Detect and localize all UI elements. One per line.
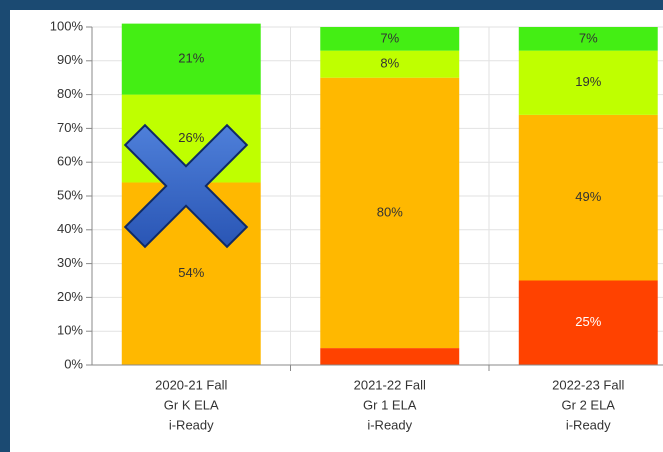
remove-icon [123, 123, 249, 249]
value-label: 7% [579, 30, 598, 45]
y-tick-label: 50% [57, 187, 83, 202]
y-tick-label: 20% [57, 289, 83, 304]
y-tick-label: 70% [57, 120, 83, 135]
value-label: 49% [575, 189, 601, 204]
x-tick-label: Gr K ELA [164, 397, 219, 412]
x-mark [123, 123, 249, 249]
plot: 0% 10% 20% 30% 40% 50% 60% 70% 80% 90% 100% 54% 26% 2… [50, 18, 663, 432]
value-label: 54% [178, 265, 204, 280]
y-tick-label: 100% [50, 18, 84, 33]
bar-segment [320, 27, 460, 51]
x-tick-label: i-Ready [566, 417, 611, 432]
value-label: 80% [377, 204, 403, 219]
x-tick-label: 2021-22 Fall [354, 377, 426, 392]
bar-segment [518, 280, 658, 365]
x-tick-label: i-Ready [367, 417, 412, 432]
y-tick-label: 90% [57, 52, 83, 67]
bar-segment [320, 77, 460, 349]
value-label: 26% [178, 130, 204, 145]
bar-segment [518, 27, 658, 51]
x-tick-label: 2022-23 Fall [552, 377, 624, 392]
bar-segment [518, 50, 658, 115]
x-tick-label: Gr 1 ELA [363, 397, 417, 412]
x-tick-label: i-Ready [169, 417, 214, 432]
x-tick-label: 2020-21 Fall [155, 377, 227, 392]
value-label: 7% [380, 30, 399, 45]
bar-segment [320, 348, 460, 365]
bar-segment [121, 23, 261, 95]
bar-segment [320, 50, 460, 78]
value-label: 21% [178, 51, 204, 66]
value-label: 19% [575, 74, 601, 89]
y-tick-label: 40% [57, 221, 83, 236]
y-tick-label: 30% [57, 255, 83, 270]
bar-segment [518, 114, 658, 281]
y-tick-label: 80% [57, 86, 83, 101]
y-tick-label: 10% [57, 323, 83, 338]
y-tick-label: 0% [64, 356, 83, 371]
value-label: 8% [380, 56, 399, 71]
value-label: 25% [575, 314, 601, 329]
x-tick-label: Gr 2 ELA [562, 397, 616, 412]
y-tick-label: 60% [57, 154, 83, 169]
